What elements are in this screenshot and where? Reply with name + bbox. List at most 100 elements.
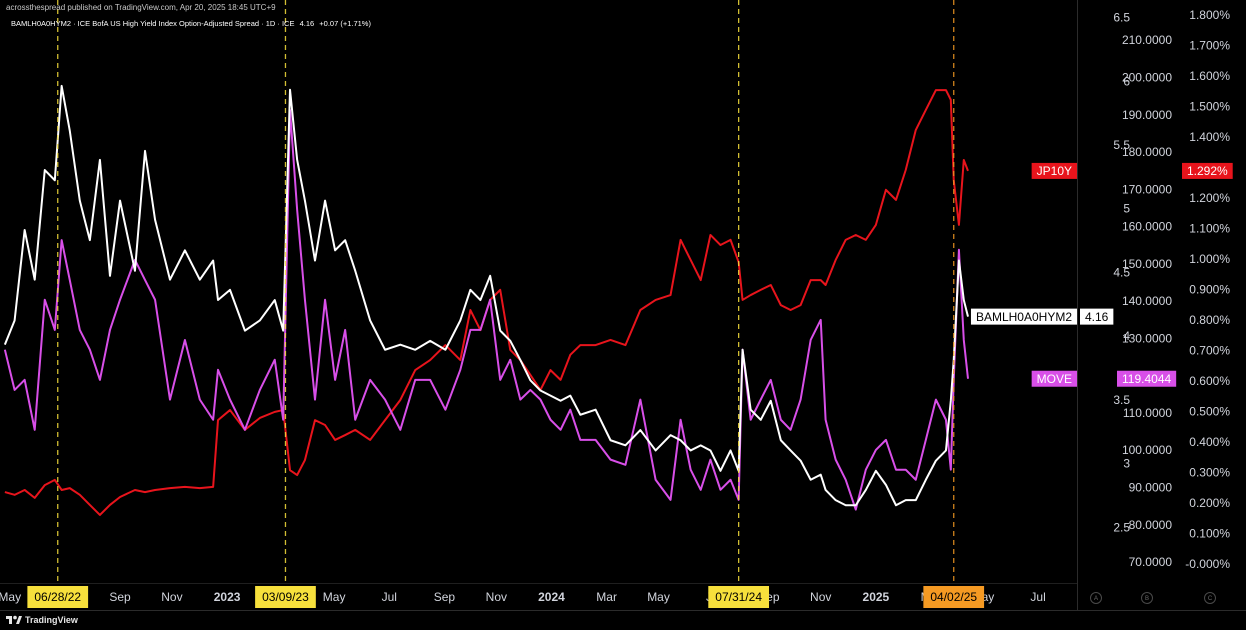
legend-label: JP10Y [1037, 164, 1072, 178]
y-tick-label: 130.0000 [1122, 331, 1172, 345]
axis-badge-label: C [1208, 596, 1213, 602]
y-tick-label: 0.700% [1189, 344, 1230, 358]
legend-change: +0.07 (+1.71%) [319, 19, 371, 28]
y-tick-label: 0.200% [1189, 496, 1230, 510]
price-tag: 4.16 [1080, 308, 1114, 325]
x-tick-label: Nov [810, 590, 831, 604]
price-tag: 119.4044 [1117, 370, 1177, 387]
y-tick-label: 0.800% [1189, 313, 1230, 327]
y-tick-label: 160.0000 [1122, 220, 1172, 234]
y-tick-label: 0.600% [1189, 374, 1230, 388]
x-tick-label: Jul [382, 590, 397, 604]
legend-label: MOVE [1037, 372, 1072, 386]
axis-badge [1141, 592, 1153, 604]
series-name-tag: BAMLH0A0HYM2 [970, 308, 1077, 325]
y-tick-label: 1.600% [1189, 69, 1230, 83]
x-tick-label: Nov [486, 590, 507, 604]
y-tick-label: 0.300% [1189, 466, 1230, 480]
price-tag-label: 119.4044 [1122, 372, 1171, 386]
x-tick-label: May [0, 590, 21, 604]
y-tick-label: 3 [1123, 457, 1130, 471]
series-name-tag: JP10Y [1031, 162, 1077, 179]
y-tick-label: 70.0000 [1129, 555, 1173, 569]
published-note: acrossthespread published on TradingView… [6, 3, 276, 12]
series-name-tag: MOVE [1031, 370, 1077, 387]
y-tick-label: 0.400% [1189, 435, 1230, 449]
y-tick-label: 6.5 [1113, 11, 1130, 25]
x-tick-label: 2025 [863, 590, 890, 604]
price-tag-label: 1.292% [1187, 164, 1228, 178]
legend-label: BAMLH0A0HYM2 [976, 310, 1072, 324]
y-tick-label: 4.5 [1113, 265, 1130, 279]
y-tick-label: 1.200% [1189, 191, 1230, 205]
x-tick-label: May [323, 590, 346, 604]
y-tick-label: 1.100% [1189, 222, 1230, 236]
y-tick-label: 1.400% [1189, 130, 1230, 144]
axis-badge [1090, 592, 1102, 604]
price-tag: 1.292% [1182, 162, 1233, 179]
y-tick-label: 170.0000 [1122, 182, 1172, 196]
x-tick-label: 2024 [538, 590, 565, 604]
y-tick-label: 5.5 [1113, 138, 1130, 152]
x-tick-label: May [647, 590, 670, 604]
y-tick-label: 210.0000 [1122, 33, 1172, 47]
y-tick-label: 180.0000 [1122, 145, 1172, 159]
y-tick-label: 0.100% [1189, 527, 1230, 541]
y-tick-label: 200.0000 [1122, 71, 1172, 85]
y-tick-label: 140.0000 [1122, 294, 1172, 308]
event-badge-label: 07/31/24 [715, 590, 762, 604]
series-line [3, 109, 969, 511]
event-badge: 04/02/25 [923, 586, 985, 608]
legend-title: BAMLH0A0HYM2 · ICE BofA US High Yield In… [11, 19, 295, 28]
axis-badge [1204, 592, 1216, 604]
brand-name: TradingView [25, 615, 78, 625]
y-tick-label: 0.500% [1189, 405, 1230, 419]
y-tick-label: 4 [1123, 329, 1130, 343]
y-tick-label: 110.0000 [1123, 406, 1172, 420]
y-tick-label: 80.0000 [1129, 518, 1173, 532]
footer: TradingView [6, 612, 78, 628]
brand-logo [6, 615, 22, 624]
x-tick-label: Nov [161, 590, 182, 604]
axis-badge-label: A [1094, 596, 1098, 602]
price-tag-bg [1080, 308, 1114, 325]
event-badge-label: 03/09/23 [262, 590, 309, 604]
y-tick-label: -0.000% [1185, 557, 1230, 571]
y-tick-label: 90.0000 [1129, 481, 1173, 495]
y-tick-label: 190.0000 [1122, 108, 1172, 122]
price-tag-label: 4.16 [1085, 310, 1109, 324]
legend-value: 4.16 [299, 19, 315, 28]
y-tick-label: 1.000% [1189, 252, 1230, 266]
x-tick-label: Jul [1030, 590, 1045, 604]
event-badge-label: 04/02/25 [930, 590, 977, 604]
event-badge-bg [255, 586, 316, 608]
x-tick-label: 2023 [214, 590, 241, 604]
series-name-tag-bg [970, 308, 1077, 325]
event-badge: 07/31/24 [708, 586, 770, 608]
y-tick-label: 1.500% [1189, 100, 1230, 114]
event-badge-bg [923, 586, 985, 608]
y-tick-label: 100.0000 [1122, 443, 1172, 457]
event-badge-label: 06/28/22 [34, 590, 81, 604]
x-tick-label: Sep [109, 590, 131, 604]
price-tag-bg [1117, 370, 1177, 387]
y-tick-label: 150.0000 [1122, 257, 1172, 271]
x-tick-label: Mar [596, 590, 617, 604]
x-tick-label: Sep [434, 590, 456, 604]
y-tick-label: 6 [1123, 74, 1130, 88]
y-tick-label: 3.5 [1113, 393, 1130, 407]
legend-header: BAMLH0A0HYM2 · ICE BofA US High Yield In… [11, 19, 374, 28]
event-badge-bg [708, 586, 770, 608]
y-tick-label: 0.900% [1189, 283, 1230, 297]
series-line [3, 84, 969, 507]
event-badge-bg [27, 586, 89, 608]
price-tag-bg [1182, 162, 1233, 179]
y-tick-label: 2.5 [1113, 520, 1130, 534]
event-badge: 03/09/23 [255, 586, 316, 608]
y-tick-label: 5 [1123, 202, 1130, 216]
axis-badge-label: B [1145, 596, 1149, 602]
series-name-tag-bg [1031, 370, 1077, 387]
event-badge: 06/28/22 [27, 586, 89, 608]
